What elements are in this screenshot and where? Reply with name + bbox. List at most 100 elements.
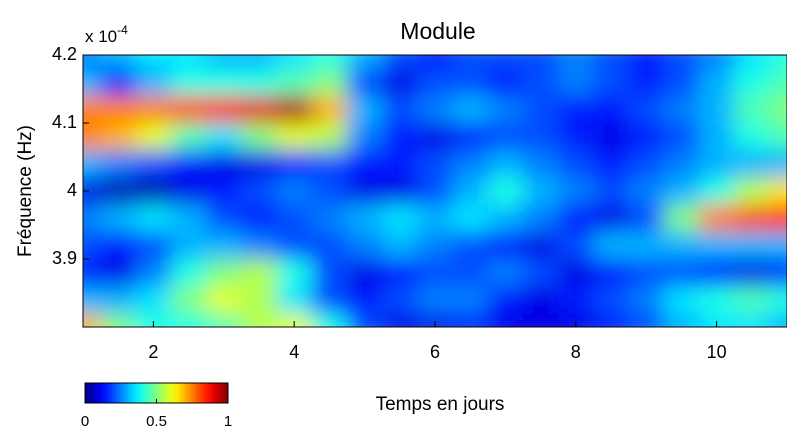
- heat-cell: [276, 68, 313, 97]
- heat-cell: [558, 259, 594, 287]
- heat-cell: [593, 123, 630, 151]
- heat-cell: [241, 150, 278, 178]
- heat-cell: [628, 68, 665, 97]
- heat-cell: [311, 231, 348, 260]
- exponent-power: -4: [117, 23, 128, 37]
- heat-cell: [769, 231, 787, 260]
- y-axis-label: Fréquence (Hz): [15, 125, 36, 257]
- heat-cell: [382, 259, 418, 287]
- heat-cell: [487, 313, 524, 327]
- heat-cell: [734, 55, 770, 70]
- heat-cell: [734, 313, 770, 327]
- heat-cell: [171, 177, 207, 206]
- heat-cell: [699, 177, 735, 206]
- heat-cell: [452, 95, 489, 124]
- heat-cell: [311, 55, 348, 70]
- heat-cell: [83, 313, 102, 327]
- heat-cell: [417, 177, 454, 206]
- heat-cell: [523, 204, 559, 233]
- heat-cell: [100, 231, 137, 260]
- heat-cell: [452, 286, 489, 314]
- heat-cell: [523, 150, 559, 178]
- heat-cell: [487, 177, 524, 206]
- heat-cell: [593, 313, 630, 327]
- heat-cell: [699, 68, 735, 97]
- heat-cell: [663, 68, 700, 97]
- heat-cell: [558, 286, 594, 314]
- heat-cell: [628, 177, 665, 206]
- heat-cell: [241, 286, 278, 314]
- heat-cell: [241, 95, 278, 124]
- heat-cell: [311, 177, 348, 206]
- heat-cell: [523, 313, 559, 327]
- heat-cell: [171, 204, 207, 233]
- x-axis-label: Temps en jours: [376, 394, 505, 415]
- heat-cell: [276, 259, 313, 287]
- heat-cell: [311, 68, 348, 97]
- heat-cell: [628, 313, 665, 327]
- heat-cell: [593, 204, 630, 233]
- heat-cell: [347, 231, 383, 260]
- heat-cell: [171, 55, 207, 70]
- heat-cell: [663, 150, 700, 178]
- heat-cell: [699, 259, 735, 287]
- heat-cell: [558, 55, 594, 70]
- heat-cell: [135, 259, 172, 287]
- heat-cell: [206, 286, 242, 314]
- heat-cell: [487, 123, 524, 151]
- heat-cell: [171, 150, 207, 178]
- heat-cell: [135, 95, 172, 124]
- heat-cell: [135, 313, 172, 327]
- heat-cell: [276, 177, 313, 206]
- heat-cell: [452, 231, 489, 260]
- heat-cell: [593, 259, 630, 287]
- heat-cell: [311, 313, 348, 327]
- heat-cell: [523, 286, 559, 314]
- heat-cell: [558, 150, 594, 178]
- heat-cell: [699, 204, 735, 233]
- heat-cell: [452, 204, 489, 233]
- heat-cell: [628, 123, 665, 151]
- exponent-base: x 10: [85, 27, 117, 46]
- heat-cell: [558, 123, 594, 151]
- heat-cell: [276, 286, 313, 314]
- heat-cell: [523, 55, 559, 70]
- heat-cell: [487, 286, 524, 314]
- heat-cell: [417, 55, 454, 70]
- heat-cell: [171, 95, 207, 124]
- heat-cell: [417, 231, 454, 260]
- heat-cell: [734, 204, 770, 233]
- heat-cell: [347, 259, 383, 287]
- heat-cell: [382, 313, 418, 327]
- heat-cell: [171, 231, 207, 260]
- heat-cell: [135, 231, 172, 260]
- heat-cell: [769, 204, 787, 233]
- heat-cell: [83, 68, 102, 97]
- heat-cell: [628, 55, 665, 70]
- heat-cell: [83, 231, 102, 260]
- heat-cell: [135, 177, 172, 206]
- heat-cell: [347, 95, 383, 124]
- chart-title: Module: [400, 18, 475, 44]
- heat-cell: [417, 313, 454, 327]
- heat-cell: [523, 259, 559, 287]
- heat-cell: [100, 55, 137, 70]
- heat-cell: [382, 123, 418, 151]
- heat-cell: [769, 55, 787, 70]
- heat-cell: [347, 68, 383, 97]
- heat-cell: [558, 68, 594, 97]
- heat-cell: [206, 123, 242, 151]
- y-tick-label: 3.9: [52, 248, 77, 268]
- heat-cell: [734, 259, 770, 287]
- heat-cell: [83, 123, 102, 151]
- heat-cell: [100, 204, 137, 233]
- heat-cell: [734, 150, 770, 178]
- heat-cell: [452, 150, 489, 178]
- heat-cell: [382, 204, 418, 233]
- heat-cell: [276, 95, 313, 124]
- heat-cell: [628, 150, 665, 178]
- heat-cell: [276, 55, 313, 70]
- heat-cell: [135, 286, 172, 314]
- heat-cell: [382, 55, 418, 70]
